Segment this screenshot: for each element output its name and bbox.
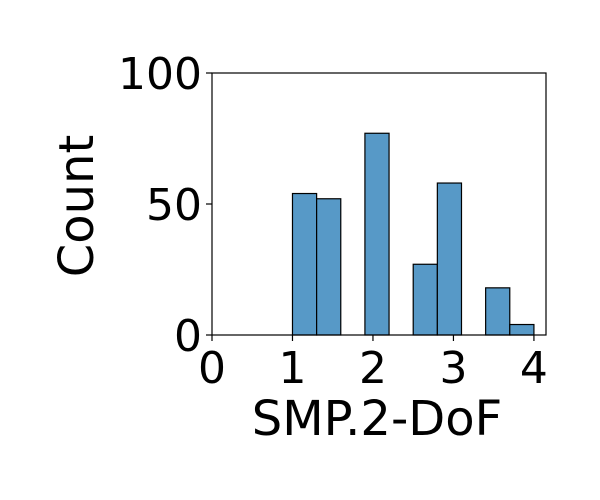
histogram-bar-4 — [436, 182, 463, 336]
histogram-bar-5 — [485, 287, 511, 336]
histogram-bar-0 — [291, 192, 318, 336]
x-axis-ticks: 0 1 2 3 4 — [198, 335, 548, 394]
histogram-bar-6 — [509, 323, 535, 336]
histogram-bars — [291, 132, 535, 336]
x-tick-label-4: 4 — [520, 343, 548, 394]
x-tick-label-0: 0 — [198, 343, 226, 394]
histogram-bar-1 — [316, 198, 342, 336]
y-tick-label-0: 0 — [174, 311, 202, 362]
y-tick-label-2: 100 — [118, 49, 202, 100]
y-axis-ticks: 0 50 100 — [118, 49, 212, 362]
x-axis-title: SMP.2-DoF — [252, 391, 502, 447]
histogram-bar-2 — [364, 132, 390, 336]
y-axis-title: Count — [49, 135, 105, 278]
histogram-bar-3 — [412, 263, 438, 336]
x-tick-label-2: 2 — [359, 343, 387, 394]
y-tick-label-1: 50 — [146, 180, 202, 231]
x-tick-label-1: 1 — [278, 343, 306, 394]
x-tick-label-3: 3 — [439, 343, 467, 394]
